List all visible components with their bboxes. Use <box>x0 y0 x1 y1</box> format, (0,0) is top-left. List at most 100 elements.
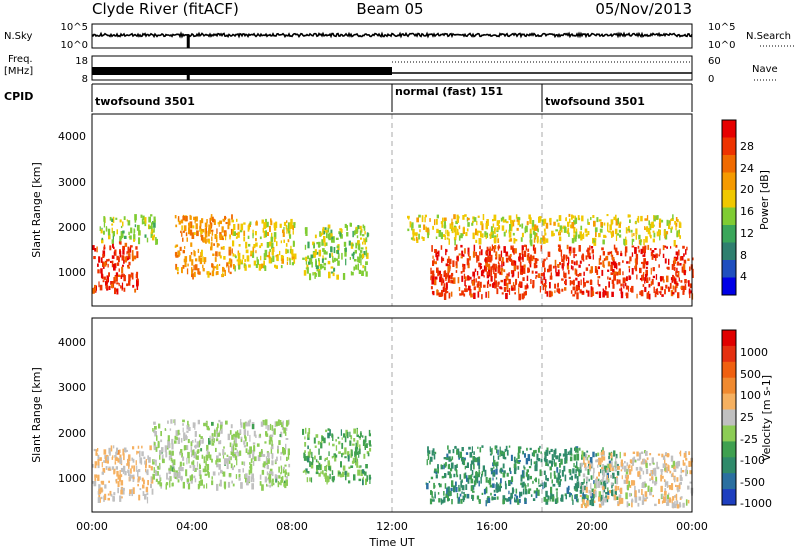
heatmap-cell-region-3 <box>273 225 277 231</box>
heatmap-cell-region-5 <box>672 275 674 282</box>
heatmap-cell-region-3 <box>534 465 537 472</box>
heatmap-cell-region-0 <box>138 476 140 481</box>
heatmap-cell-region-3 <box>280 240 282 244</box>
heatmap-cell-region-1 <box>206 422 208 428</box>
heatmap-cell-region-0 <box>148 464 151 468</box>
heatmap-cell-region-3 <box>590 498 593 501</box>
heatmap-cell-region-5 <box>573 261 576 266</box>
heatmap-cell-region-6 <box>646 215 649 221</box>
heatmap-cell-region-0 <box>113 251 115 255</box>
heatmap-cell-region-3 <box>528 488 532 491</box>
heatmap-cell-region-6 <box>579 231 582 238</box>
heatmap-cell-region-1 <box>186 430 189 433</box>
heatmap-cell-region-0 <box>114 275 117 281</box>
heatmap-cell-region-4 <box>652 480 654 484</box>
heatmap-cell-region-6 <box>413 233 415 236</box>
heatmap-cell-region-6 <box>443 217 447 221</box>
heatmap-cell-region-6 <box>451 222 454 229</box>
heatmap-cell-region-6 <box>485 223 488 230</box>
heatmap-cell-region-4 <box>661 453 664 458</box>
nsky-tick-top: 10^5 <box>61 22 88 33</box>
heatmap-cell-region-0 <box>131 457 134 461</box>
heatmap-cell-region-3 <box>432 499 435 502</box>
heatmap-cell-region-2 <box>185 215 188 222</box>
heatmap-cell-region-5 <box>451 272 454 276</box>
heatmap-cell-region-4 <box>617 503 620 507</box>
heatmap-cell-region-0 <box>131 272 134 280</box>
heatmap-cell-region-1 <box>200 436 203 440</box>
heatmap-cell-region-4 <box>318 258 320 262</box>
heatmap-cell-region-1 <box>240 438 243 442</box>
heatmap-cell-region-4 <box>327 233 331 239</box>
heatmap-cell-region-5 <box>434 249 437 253</box>
heatmap-cell-region-6 <box>594 227 598 233</box>
heatmap-cell-region-1 <box>265 431 268 436</box>
heatmap-cell-region-1 <box>243 445 247 448</box>
heatmap-cell-region-3 <box>517 466 520 470</box>
heatmap-cell-region-6 <box>652 230 655 233</box>
heatmap-cell-region-2 <box>193 216 196 221</box>
heatmap-cell-region-3 <box>544 452 547 459</box>
heatmap-cell-region-5 <box>577 273 580 277</box>
heatmap-cell-region-6 <box>670 218 672 222</box>
heatmap-cell-region-3 <box>573 486 576 490</box>
heatmap-cell-region-0 <box>145 468 147 472</box>
heatmap-cell-region-3 <box>522 475 525 479</box>
heatmap-cell-region-5 <box>678 272 680 278</box>
heatmap-cell-region-1 <box>190 479 193 484</box>
heatmap-cell-region-0 <box>94 478 97 481</box>
heatmap-cell-region-3 <box>513 463 517 468</box>
heatmap-cell-region-2 <box>211 236 213 242</box>
heatmap-cell-region-4 <box>585 486 588 493</box>
heatmap-cell-region-1 <box>268 473 272 480</box>
heatmap-cell-region-5 <box>626 276 628 282</box>
heatmap-cell-region-3 <box>447 464 451 470</box>
heatmap-cell-region-1 <box>108 234 111 240</box>
heatmap-cell-region-5 <box>529 256 531 262</box>
heatmap-cell-region-4 <box>606 467 608 470</box>
heatmap-cell-region-5 <box>500 250 503 258</box>
heatmap-cell-region-6 <box>603 234 606 238</box>
heatmap-cell-region-3 <box>248 223 251 227</box>
heatmap-cell-region-2 <box>186 237 188 242</box>
heatmap-cell-region-4 <box>620 459 623 467</box>
heatmap-cell-region-4 <box>348 240 351 246</box>
heatmap-cell-region-5 <box>432 275 435 283</box>
heatmap-cell-region-5 <box>661 276 664 281</box>
heatmap-cell-region-4 <box>362 224 365 229</box>
heatmap-cell-region-0 <box>108 447 111 454</box>
heatmap-cell-region-5 <box>503 286 507 292</box>
heatmap-cell-region-0 <box>116 447 119 454</box>
heatmap-cell-region-5 <box>687 280 690 287</box>
heatmap-cell-region-5 <box>518 283 521 288</box>
heatmap-cell-region-6 <box>521 232 524 238</box>
heatmap-cell-region-3 <box>491 470 494 475</box>
heatmap-cell-region-5 <box>533 263 537 269</box>
heatmap-cell-region-6 <box>585 233 588 237</box>
heatmap-cell-region-2 <box>228 218 231 222</box>
heatmap-cell-region-5 <box>498 254 501 261</box>
heatmap-cell-region-0 <box>147 480 149 486</box>
heatmap-cell-region-0 <box>113 445 115 449</box>
heatmap-cell-region-4 <box>337 255 340 259</box>
heatmap-cell-region-5 <box>461 250 464 257</box>
heatmap-cell-region-1 <box>242 468 244 473</box>
colorbar-swatch <box>722 260 736 278</box>
heatmap-cell-region-5 <box>577 280 580 287</box>
heatmap-cell-region-4 <box>588 489 591 494</box>
heatmap-cell-region-5 <box>623 277 626 284</box>
heatmap-cell-region-0 <box>109 245 112 251</box>
heatmap-cell-region-1 <box>264 419 268 426</box>
heatmap-cell-region-2 <box>182 230 185 233</box>
heatmap-cell-region-4 <box>664 458 666 464</box>
heatmap-cell-region-4 <box>682 462 686 466</box>
heatmap-cell-region-4 <box>304 244 307 250</box>
heatmap-cell-region-5 <box>599 262 602 265</box>
heatmap-cell-region-5 <box>501 292 504 295</box>
heatmap-cell-region-1 <box>278 440 281 445</box>
heatmap-cell-region-0 <box>104 493 107 501</box>
heatmap-cell-region-6 <box>503 231 506 237</box>
heatmap-cell-region-3 <box>576 466 578 472</box>
heatmap-cell-region-4 <box>332 236 335 243</box>
heatmap-cell-region-3 <box>279 250 281 256</box>
